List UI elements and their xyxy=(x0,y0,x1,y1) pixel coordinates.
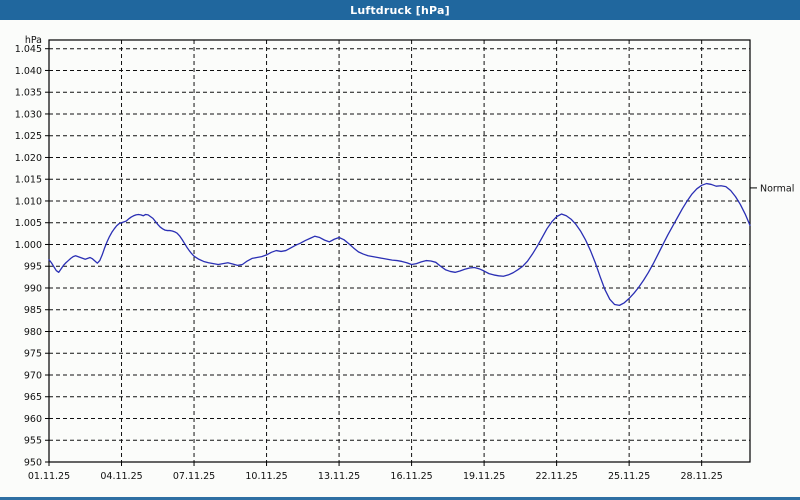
pressure-line-chart: 1.045 1.040 1.035 1.030 1.025 1.020 1.015 1.010… xyxy=(15,35,795,482)
gridlines xyxy=(49,40,750,462)
chart-canvas: 1.045 1.040 1.035 1.030 1.025 1.020 1.015 1.010… xyxy=(0,20,800,497)
x-tick-label: 22.11.25 xyxy=(535,471,577,482)
x-tick-label: 07.11.25 xyxy=(173,471,215,482)
normal-label: Normal xyxy=(760,183,794,194)
pressure-series-line xyxy=(48,182,751,307)
x-tick-label: 13.11.25 xyxy=(318,471,360,482)
y-tick-label: 1.035 xyxy=(15,88,42,99)
y-tick-label: 980 xyxy=(24,327,42,338)
x-tick-label: 19.11.25 xyxy=(463,471,505,482)
y-tick-label: 965 xyxy=(24,392,42,403)
x-axis-tick-labels: 01.11.25 04.11.25 07.11.25 10.11.25 13.11.25… xyxy=(28,471,723,482)
y-tick-label: 1.030 xyxy=(15,109,42,120)
y-tick-label: 970 xyxy=(24,370,42,381)
y-tick-label: 1.025 xyxy=(15,131,42,142)
window-titlebar: Luftdruck [hPa] xyxy=(0,0,800,20)
y-tick-label: 975 xyxy=(24,349,42,360)
y-tick-label: 1.040 xyxy=(15,66,42,77)
y-tick-label: 955 xyxy=(24,436,42,447)
x-tick-label: 01.11.25 xyxy=(28,471,70,482)
y-tick-label: 1.000 xyxy=(15,240,42,251)
axis-frame xyxy=(45,39,751,466)
y-tick-label: 985 xyxy=(24,305,42,316)
x-tick-label: 10.11.25 xyxy=(245,471,287,482)
y-tick-label: 1.010 xyxy=(15,196,42,207)
page-title: Luftdruck [hPa] xyxy=(350,3,450,17)
y-axis-tick-labels: 1.045 1.040 1.035 1.030 1.025 1.020 1.015 1.010… xyxy=(15,44,42,468)
y-tick-label: 1.020 xyxy=(15,153,42,164)
x-tick-label: 16.11.25 xyxy=(390,471,432,482)
x-tick-label: 28.11.25 xyxy=(680,471,722,482)
y-tick-label: 1.015 xyxy=(15,175,42,186)
y-tick-label: 1.045 xyxy=(15,44,42,55)
y-tick-label: 960 xyxy=(24,414,42,425)
y-axis-unit-label: hPa xyxy=(25,35,42,46)
y-tick-label: 950 xyxy=(24,457,42,468)
y-tick-label: 995 xyxy=(24,262,42,273)
y-tick-label: 1.005 xyxy=(15,218,42,229)
x-tick-label: 25.11.25 xyxy=(608,471,650,482)
x-tick-label: 04.11.25 xyxy=(100,471,142,482)
y-tick-label: 990 xyxy=(24,283,42,294)
